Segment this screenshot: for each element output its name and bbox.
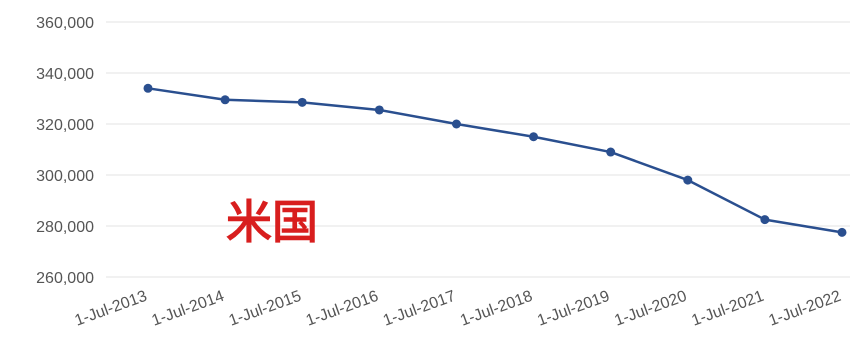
x-tick-label: 1-Jul-2013 bbox=[73, 288, 150, 330]
data-point bbox=[606, 147, 616, 157]
data-point bbox=[220, 95, 230, 105]
annotations: 米国 bbox=[226, 195, 318, 249]
x-tick-label: 1-Jul-2015 bbox=[227, 288, 304, 330]
data-point bbox=[529, 132, 539, 142]
data-point bbox=[683, 175, 693, 185]
x-tick-label: 1-Jul-2014 bbox=[150, 288, 227, 330]
x-tick-label: 1-Jul-2020 bbox=[612, 288, 689, 330]
x-tick-label: 1-Jul-2019 bbox=[535, 288, 612, 330]
data-point bbox=[374, 105, 384, 115]
data-point bbox=[760, 215, 770, 225]
y-tick-label: 280,000 bbox=[36, 219, 94, 236]
chart-annotation-label: 米国 bbox=[226, 195, 318, 249]
x-axis: 1-Jul-2013 1-Jul-2014 1-Jul-2015 1-Jul-2016… bbox=[73, 288, 844, 330]
y-tick-label: 260,000 bbox=[36, 270, 94, 287]
series bbox=[143, 83, 847, 237]
x-tick-label: 1-Jul-2021 bbox=[689, 288, 766, 330]
data-point bbox=[451, 119, 461, 129]
y-axis: 260,000 280,000 300,000 320,000 340,000 360,0… bbox=[36, 15, 94, 287]
data-point bbox=[837, 227, 847, 237]
y-tick-label: 360,000 bbox=[36, 15, 94, 32]
x-tick-label: 1-Jul-2016 bbox=[304, 288, 381, 330]
y-tick-label: 340,000 bbox=[36, 66, 94, 83]
x-tick-label: 1-Jul-2017 bbox=[381, 288, 458, 330]
y-tick-label: 300,000 bbox=[36, 168, 94, 185]
gridlines bbox=[106, 21, 850, 278]
data-point bbox=[143, 83, 153, 93]
series-line bbox=[147, 87, 843, 234]
x-tick-label: 1-Jul-2018 bbox=[458, 288, 535, 330]
x-tick-label: 1-Jul-2022 bbox=[767, 288, 844, 330]
data-point bbox=[297, 97, 307, 107]
y-tick-label: 320,000 bbox=[36, 117, 94, 134]
